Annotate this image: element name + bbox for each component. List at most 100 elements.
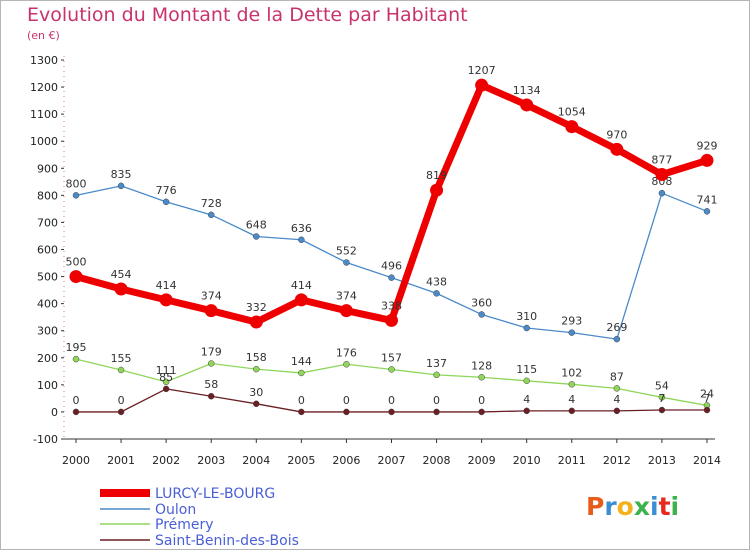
data-label: 87 bbox=[610, 370, 624, 383]
data-point bbox=[384, 313, 398, 327]
data-label: 819 bbox=[426, 169, 447, 182]
x-tick-label: 2001 bbox=[107, 454, 135, 467]
data-label: 7 bbox=[658, 392, 665, 405]
data-point bbox=[343, 408, 350, 416]
data-label: 269 bbox=[606, 321, 627, 334]
data-label: 1134 bbox=[513, 84, 541, 97]
data-label: 4 bbox=[568, 393, 575, 406]
logo-letter: i bbox=[671, 492, 680, 521]
data-label: 0 bbox=[73, 394, 80, 407]
data-label: 4 bbox=[523, 393, 530, 406]
data-label: 332 bbox=[246, 301, 267, 314]
y-tick-label: 700 bbox=[37, 216, 58, 229]
x-tick-label: 2012 bbox=[603, 454, 631, 467]
data-label: 179 bbox=[201, 345, 222, 358]
data-point bbox=[72, 408, 80, 416]
data-point bbox=[523, 324, 530, 332]
data-point bbox=[69, 270, 83, 284]
data-label: 414 bbox=[156, 279, 177, 292]
data-point bbox=[478, 374, 485, 381]
data-point bbox=[343, 361, 350, 368]
data-label: 374 bbox=[201, 290, 222, 303]
data-label: 310 bbox=[516, 310, 537, 323]
x-tick-label: 2008 bbox=[423, 454, 451, 467]
data-point bbox=[478, 311, 485, 318]
data-label: 1207 bbox=[468, 64, 496, 77]
data-point bbox=[520, 98, 534, 112]
data-label: 58 bbox=[204, 378, 218, 391]
logo-letter: P bbox=[586, 492, 604, 521]
data-label: 102 bbox=[561, 366, 582, 379]
data-point bbox=[703, 406, 711, 414]
data-point bbox=[72, 192, 80, 199]
logo-letter: i bbox=[650, 492, 659, 521]
x-tick-label: 2006 bbox=[332, 454, 360, 467]
data-point bbox=[159, 293, 173, 307]
data-point bbox=[253, 400, 260, 408]
series-lurcy-le-bourg: 500 454 414 374 332 414 374 338 819 1207 1134 1054 9… bbox=[66, 64, 717, 329]
chart-unit-label: (en €) bbox=[27, 29, 60, 42]
data-label: 137 bbox=[426, 357, 447, 370]
data-point bbox=[658, 394, 666, 401]
y-tick-label: 200 bbox=[37, 352, 58, 365]
data-point bbox=[523, 377, 530, 385]
data-label: 293 bbox=[561, 315, 582, 328]
y-tick-label: 1000 bbox=[30, 135, 58, 148]
data-label: 0 bbox=[478, 394, 485, 407]
x-tick-label: 2014 bbox=[693, 454, 721, 467]
y-tick-label: 500 bbox=[37, 271, 58, 284]
data-label: 741 bbox=[696, 193, 717, 206]
x-tick-label: 2004 bbox=[242, 454, 270, 467]
data-point bbox=[700, 153, 714, 167]
data-point bbox=[117, 182, 125, 190]
data-point bbox=[658, 189, 666, 197]
data-label: 1054 bbox=[558, 106, 586, 119]
data-label: 30 bbox=[249, 386, 263, 399]
data-label: 7 bbox=[703, 392, 710, 405]
x-tick-label: 2005 bbox=[287, 454, 315, 467]
data-point bbox=[568, 407, 576, 415]
logo-letter: x bbox=[634, 492, 650, 521]
data-point bbox=[72, 355, 80, 363]
data-point bbox=[388, 274, 395, 281]
data-point bbox=[388, 366, 395, 373]
data-label: 115 bbox=[516, 363, 537, 376]
data-label: 85 bbox=[159, 371, 173, 384]
data-point bbox=[433, 408, 440, 416]
data-point bbox=[568, 329, 576, 336]
data-point bbox=[433, 290, 440, 297]
data-label: 144 bbox=[291, 355, 312, 368]
data-point bbox=[565, 120, 579, 134]
data-point bbox=[433, 371, 440, 379]
data-point bbox=[339, 304, 353, 318]
data-point bbox=[162, 385, 170, 393]
data-point bbox=[207, 211, 215, 219]
series-saint-benin-des-bois: 0 0 85 58 30 0 0 0 0 0 4 4 4 7 7 bbox=[72, 371, 711, 416]
x-tick-label: 2010 bbox=[513, 454, 541, 467]
x-tick-label: 2011 bbox=[558, 454, 586, 467]
data-point bbox=[613, 385, 621, 392]
data-label: 496 bbox=[381, 260, 402, 273]
y-tick-label: 1200 bbox=[30, 81, 58, 94]
data-label: 636 bbox=[291, 222, 312, 235]
data-label: 4 bbox=[613, 393, 620, 406]
legend-label: Saint-Benin-des-Bois bbox=[155, 533, 299, 549]
data-label: 877 bbox=[651, 154, 672, 167]
data-label: 0 bbox=[433, 394, 440, 407]
series-pr-mery: 195 155 111 179 158 144 176 157 137 128 115 102 87 54… bbox=[66, 341, 714, 409]
logo-letter: t bbox=[659, 492, 671, 521]
data-point bbox=[298, 236, 305, 244]
x-tick-label: 2000 bbox=[62, 454, 90, 467]
data-point bbox=[204, 304, 218, 318]
data-label: 454 bbox=[111, 268, 132, 281]
x-tick-label: 2003 bbox=[197, 454, 225, 467]
legend-label: Oulon bbox=[155, 502, 196, 518]
data-label: 808 bbox=[651, 175, 672, 188]
data-label: 155 bbox=[111, 352, 132, 365]
y-tick-label: 1100 bbox=[30, 108, 58, 121]
y-tick-label: 1300 bbox=[30, 54, 58, 67]
data-point bbox=[613, 407, 621, 415]
proxiti-logo: Proxiti bbox=[586, 492, 679, 521]
data-label: 338 bbox=[381, 299, 402, 312]
